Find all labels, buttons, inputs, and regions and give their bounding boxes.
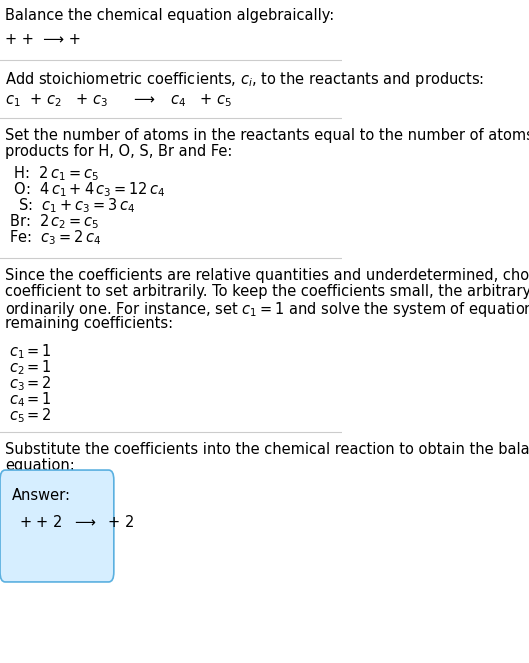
Text: $c_5 = 2$: $c_5 = 2$: [9, 406, 52, 425]
Text: $c_4 = 1$: $c_4 = 1$: [9, 390, 52, 408]
Text: Fe:  $c_3 = 2\,c_4$: Fe: $c_3 = 2\,c_4$: [9, 228, 101, 247]
Text: + + 2  $\longrightarrow$  + 2: + + 2 $\longrightarrow$ + 2: [20, 514, 134, 530]
Text: Br:  $2\,c_2 = c_5$: Br: $2\,c_2 = c_5$: [9, 212, 99, 231]
Text: Substitute the coefficients into the chemical reaction to obtain the balanced: Substitute the coefficients into the che…: [5, 442, 529, 457]
Text: coefficient to set arbitrarily. To keep the coefficients small, the arbitrary va: coefficient to set arbitrarily. To keep …: [5, 284, 529, 299]
Text: ordinarily one. For instance, set $c_1 = 1$ and solve the system of equations fo: ordinarily one. For instance, set $c_1 =…: [5, 300, 529, 319]
Text: $c_1$  + $c_2$   + $c_3$     $\longrightarrow$   $c_4$   + $c_5$: $c_1$ + $c_2$ + $c_3$ $\longrightarrow$ …: [5, 92, 233, 109]
Text: Set the number of atoms in the reactants equal to the number of atoms in the: Set the number of atoms in the reactants…: [5, 128, 529, 143]
Text: Answer:: Answer:: [12, 488, 71, 503]
Text: H:  $2\,c_1 = c_5$: H: $2\,c_1 = c_5$: [9, 164, 99, 183]
Text: Add stoichiometric coefficients, $c_i$, to the reactants and products:: Add stoichiometric coefficients, $c_i$, …: [5, 70, 485, 89]
Text: $c_3 = 2$: $c_3 = 2$: [9, 374, 52, 392]
Text: + +  ⟶ +: + + ⟶ +: [5, 32, 81, 47]
Text: $c_2 = 1$: $c_2 = 1$: [9, 358, 52, 377]
Text: remaining coefficients:: remaining coefficients:: [5, 316, 174, 331]
Text: O:  $4\,c_1 + 4\,c_3 = 12\,c_4$: O: $4\,c_1 + 4\,c_3 = 12\,c_4$: [9, 180, 166, 199]
Text: $c_1 = 1$: $c_1 = 1$: [9, 342, 52, 361]
Text: Balance the chemical equation algebraically:: Balance the chemical equation algebraica…: [5, 8, 334, 23]
FancyBboxPatch shape: [0, 470, 114, 582]
Text: Since the coefficients are relative quantities and underdetermined, choose a: Since the coefficients are relative quan…: [5, 268, 529, 283]
Text: equation:: equation:: [5, 458, 75, 473]
Text: products for H, O, S, Br and Fe:: products for H, O, S, Br and Fe:: [5, 144, 233, 159]
Text: S:  $c_1 + c_3 = 3\,c_4$: S: $c_1 + c_3 = 3\,c_4$: [9, 196, 135, 215]
